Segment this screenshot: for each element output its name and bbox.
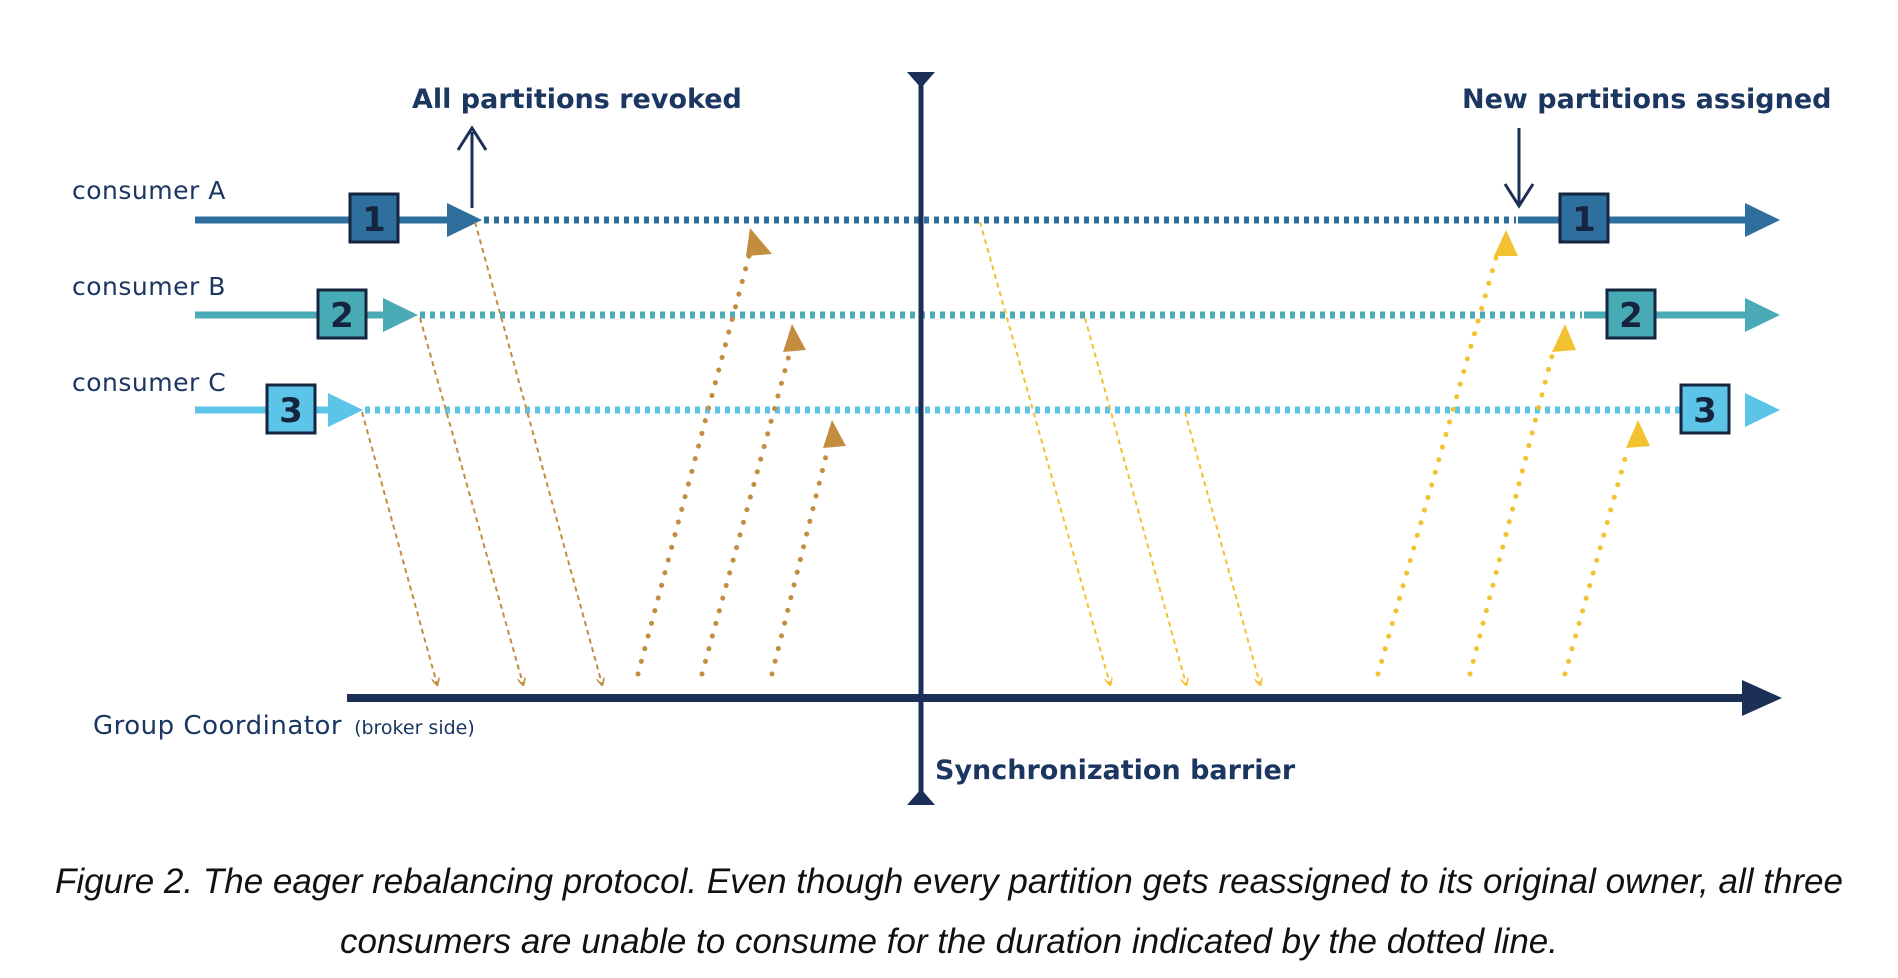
assigned-pointer-icon <box>1503 183 1535 209</box>
consumer-a-label: consumer A <box>72 176 226 205</box>
partition-2-box-after <box>1605 288 1657 340</box>
consumer-c-arrowhead <box>328 393 363 427</box>
assignment-arrowhead-c <box>1626 420 1650 448</box>
barrier-label: Synchronization barrier <box>935 755 1296 786</box>
barrier-bottom-cap <box>907 789 935 805</box>
assignment-message-c <box>1562 445 1631 677</box>
assigned-annotation: New partitions assigned <box>1462 84 1831 209</box>
consumer-c-timeline: consumer C 3 3 <box>72 368 1780 435</box>
consumer-a-arrowhead <box>447 203 482 237</box>
sync-message-b <box>1084 317 1186 684</box>
consumer-a-timeline: consumer A 1 1 <box>72 176 1780 244</box>
partition-2-box-before <box>316 288 368 340</box>
revoke-message-b <box>419 317 523 684</box>
join-message-c <box>769 445 831 677</box>
partition-3-label-after: 3 <box>1693 391 1717 431</box>
partition-3-label-before: 3 <box>279 391 303 431</box>
revoked-label: All partitions revoked <box>412 84 742 115</box>
sync-message-c <box>1184 411 1260 684</box>
revoked-annotation: All partitions revoked <box>412 84 742 208</box>
assigned-label: New partitions assigned <box>1462 84 1831 115</box>
partition-2-label-after: 2 <box>1619 296 1643 336</box>
consumer-b-label: consumer B <box>72 272 226 301</box>
consumer-c-label: consumer C <box>72 368 226 397</box>
revoke-messages <box>361 221 602 684</box>
join-arrowhead-c <box>823 420 846 448</box>
consumer-b-end-arrowhead <box>1745 298 1780 332</box>
barrier-top-cap <box>907 72 935 88</box>
assignment-arrowhead-a <box>1494 230 1518 256</box>
join-arrowhead-a <box>746 228 772 256</box>
partition-3-box-after <box>1679 383 1731 435</box>
partition-1-label-before: 1 <box>362 200 386 240</box>
assignment-message-a <box>1375 255 1499 677</box>
assignment-messages <box>1375 230 1650 677</box>
sync-messages <box>979 221 1260 684</box>
synchronization-barrier: Synchronization barrier <box>907 72 1296 805</box>
join-messages <box>635 228 846 677</box>
assignment-message-b <box>1467 349 1556 677</box>
revoked-pointer-icon <box>456 125 488 151</box>
partition-3-box-before <box>265 383 317 435</box>
sync-message-a <box>979 221 1110 684</box>
consumer-c-end-arrowhead <box>1745 393 1780 427</box>
coordinator-label: Group Coordinator (broker side) <box>93 711 475 741</box>
join-message-a <box>635 253 752 677</box>
revoke-message-c <box>361 411 437 684</box>
assignment-arrowhead-b <box>1552 324 1576 352</box>
join-arrowhead-b <box>783 324 806 352</box>
consumer-b-timeline: consumer B 2 2 <box>72 272 1780 340</box>
group-coordinator-timeline: Group Coordinator (broker side) <box>93 680 1782 741</box>
partition-1-box-after <box>1558 192 1610 244</box>
partition-1-box-before <box>348 192 400 244</box>
partition-2-label-before: 2 <box>330 296 354 336</box>
coordinator-arrowhead <box>1742 680 1782 716</box>
figure-caption: Figure 2. The eager rebalancing protocol… <box>55 862 1843 961</box>
revoke-message-a <box>474 221 602 684</box>
consumer-a-end-arrowhead <box>1745 203 1780 237</box>
consumer-b-arrowhead <box>383 298 418 332</box>
partition-1-label-after: 1 <box>1572 200 1596 240</box>
join-message-b <box>699 349 793 677</box>
